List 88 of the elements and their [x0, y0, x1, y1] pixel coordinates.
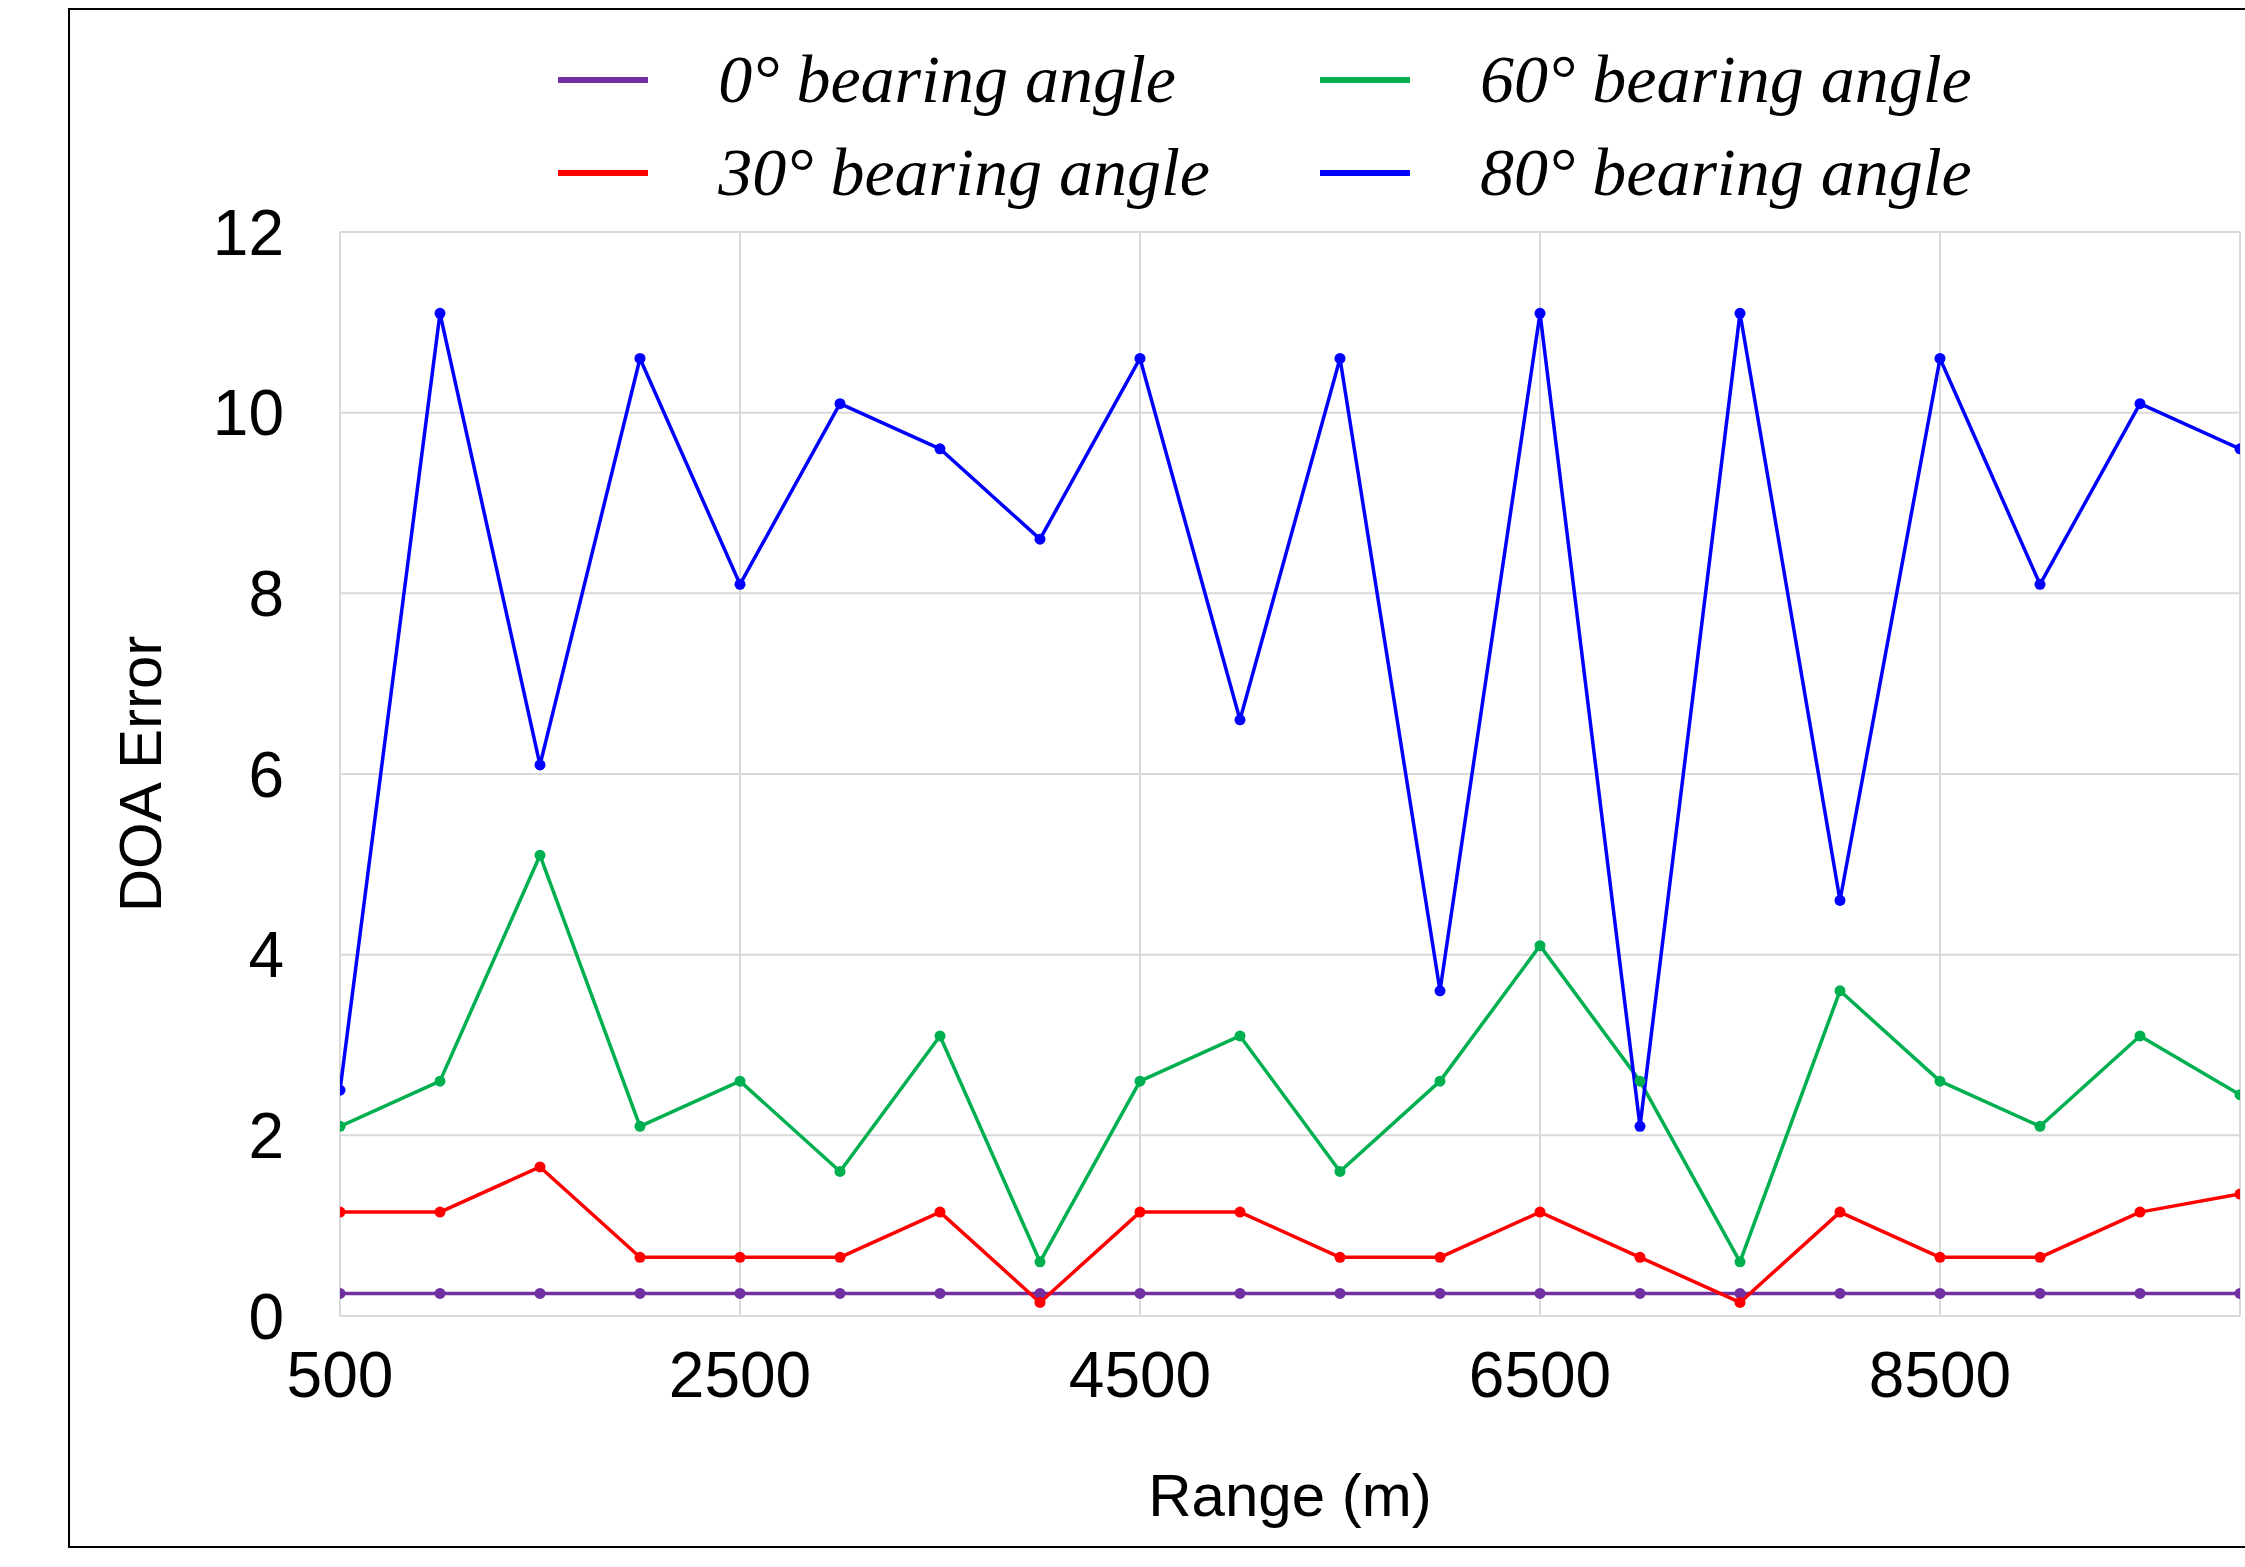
point: [1734, 1256, 1746, 1268]
point: [2134, 1287, 2146, 1299]
y-tick-label: 4: [248, 919, 284, 992]
point: [1634, 1120, 1646, 1132]
point: [1834, 1206, 1846, 1218]
point: [1234, 1206, 1246, 1218]
point: [1134, 1075, 1146, 1087]
legend-label: 30° bearing angle: [718, 133, 1210, 212]
point: [834, 1165, 846, 1177]
point: [434, 1206, 446, 1218]
x-tick-label: 8500: [1868, 1339, 2012, 1412]
x-axis-title: Range (m): [1148, 1462, 1432, 1529]
point: [1434, 1075, 1446, 1087]
point: [1534, 1287, 1546, 1299]
point: [1434, 1251, 1446, 1263]
point: [934, 1030, 946, 1042]
y-tick-label: 8: [248, 558, 284, 631]
point: [1234, 1030, 1246, 1042]
point: [834, 398, 846, 410]
point: [2034, 1120, 2046, 1132]
point: [1134, 1287, 1146, 1299]
point: [1534, 1206, 1546, 1218]
point: [734, 1287, 746, 1299]
point: [534, 759, 546, 771]
point: [1834, 985, 1846, 997]
point: [634, 1287, 646, 1299]
point: [1134, 1206, 1146, 1218]
point: [1734, 1296, 1746, 1308]
point: [1334, 352, 1346, 364]
point: [534, 1161, 546, 1173]
point: [2134, 1030, 2146, 1042]
y-axis-title: DOA Error: [107, 635, 175, 913]
point: [934, 1206, 946, 1218]
point: [734, 578, 746, 590]
point: [2134, 1206, 2146, 1218]
point: [1034, 1296, 1046, 1308]
point: [1034, 533, 1046, 545]
point: [1934, 1287, 1946, 1299]
point: [1434, 1287, 1446, 1299]
point: [934, 1287, 946, 1299]
point: [1934, 352, 1946, 364]
point: [1334, 1165, 1346, 1177]
point: [534, 849, 546, 861]
point: [2134, 398, 2146, 410]
x-tick-label: 2500: [668, 1339, 812, 1412]
point: [1034, 1256, 1046, 1268]
point: [1634, 1251, 1646, 1263]
point: [534, 1287, 546, 1299]
point: [834, 1251, 846, 1263]
point: [1534, 940, 1546, 952]
legend-label: 0° bearing angle: [718, 40, 1176, 119]
point: [634, 1251, 646, 1263]
point: [1634, 1287, 1646, 1299]
point: [434, 307, 446, 319]
point: [434, 1287, 446, 1299]
y-tick-label: 10: [212, 377, 284, 450]
point: [934, 443, 946, 455]
x-tick-label: 500: [286, 1339, 394, 1412]
point: [1934, 1251, 1946, 1263]
point: [734, 1075, 746, 1087]
point: [1534, 307, 1546, 319]
point: [1234, 1287, 1246, 1299]
point: [1334, 1287, 1346, 1299]
y-tick-label: 2: [248, 1100, 284, 1173]
point: [634, 352, 646, 364]
x-tick-label: 4500: [1068, 1339, 1212, 1412]
point: [2034, 1287, 2046, 1299]
point: [1434, 985, 1446, 997]
point: [634, 1120, 646, 1132]
point: [1134, 352, 1146, 364]
point: [1834, 1287, 1846, 1299]
point: [834, 1287, 846, 1299]
legend-label: 80° bearing angle: [1480, 133, 1972, 212]
point: [1734, 307, 1746, 319]
point: [2034, 1251, 2046, 1263]
x-tick-label: 6500: [1468, 1339, 1612, 1412]
y-tick-label: 6: [248, 738, 284, 811]
point: [1334, 1251, 1346, 1263]
point: [2034, 578, 2046, 590]
point: [1834, 894, 1846, 906]
point: [1234, 714, 1246, 726]
point: [434, 1075, 446, 1087]
legend-label: 60° bearing angle: [1480, 40, 1972, 119]
point: [1634, 1075, 1646, 1087]
y-tick-label: 12: [212, 196, 284, 269]
y-tick-label: 0: [248, 1280, 284, 1353]
point: [1934, 1075, 1946, 1087]
point: [734, 1251, 746, 1263]
